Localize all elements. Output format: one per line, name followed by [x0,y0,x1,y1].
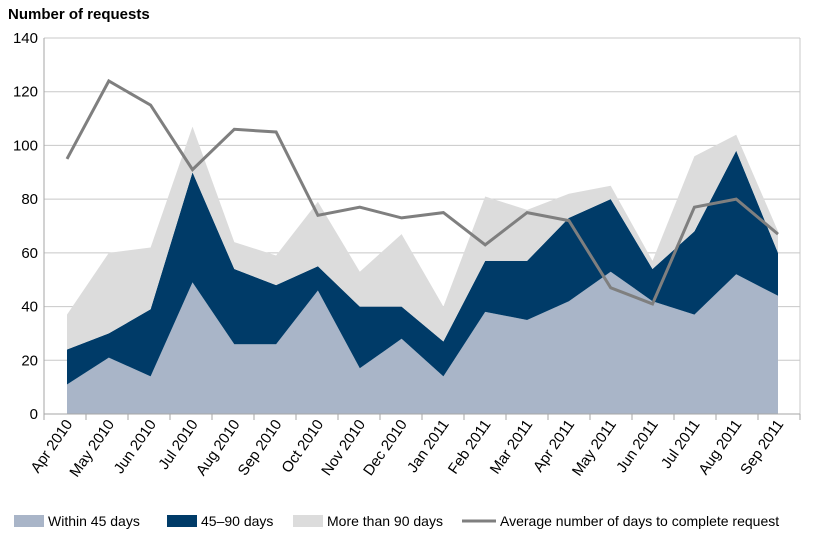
y-tick-label: 60 [21,245,38,262]
line-series [65,78,779,306]
y-tick-label: 20 [21,352,38,369]
area-45-90-days [67,150,778,385]
y-tick-label: 0 [30,406,38,423]
x-tick-label: Jul 2011 [658,417,704,472]
y-tick-label: 80 [21,191,38,208]
legend-label: 45–90 days [201,513,273,529]
area-more-than-90-days [67,126,778,350]
legend: Within 45 days 45–90 days More than 90 day… [14,513,779,529]
legend-item: Average number of days to complete reque… [462,513,779,529]
legend-swatch [167,515,197,527]
legend-label: Within 45 days [48,513,140,529]
y-axis-label: Number of requests [8,6,150,23]
y-tick-label: 120 [13,84,38,101]
legend-item: More than 90 days [293,513,443,529]
x-tick-label: Mar 2011 [487,417,537,478]
area-series [67,126,778,414]
legend-label: Average number of days to complete reque… [500,513,779,529]
y-tick-label: 100 [13,137,38,154]
y-tick-label: 140 [13,30,38,47]
line-average-days [65,78,779,306]
legend-label: More than 90 days [327,513,443,529]
x-tick-label: Jul 2010 [155,417,201,473]
y-tick-label: 40 [21,299,38,316]
x-tick-label: Jun 2010 [111,417,160,477]
area-within-45-days [67,271,778,414]
plot-frame [43,38,801,420]
y-tick-labels: 0 20 40 60 80 100 120 140 [13,30,38,423]
legend-item: 45–90 days [167,513,273,529]
legend-swatch [293,515,323,527]
legend-swatch [14,515,44,527]
legend-item: Within 45 days [14,513,140,529]
x-tick-label: Jun 2011 [613,417,662,476]
